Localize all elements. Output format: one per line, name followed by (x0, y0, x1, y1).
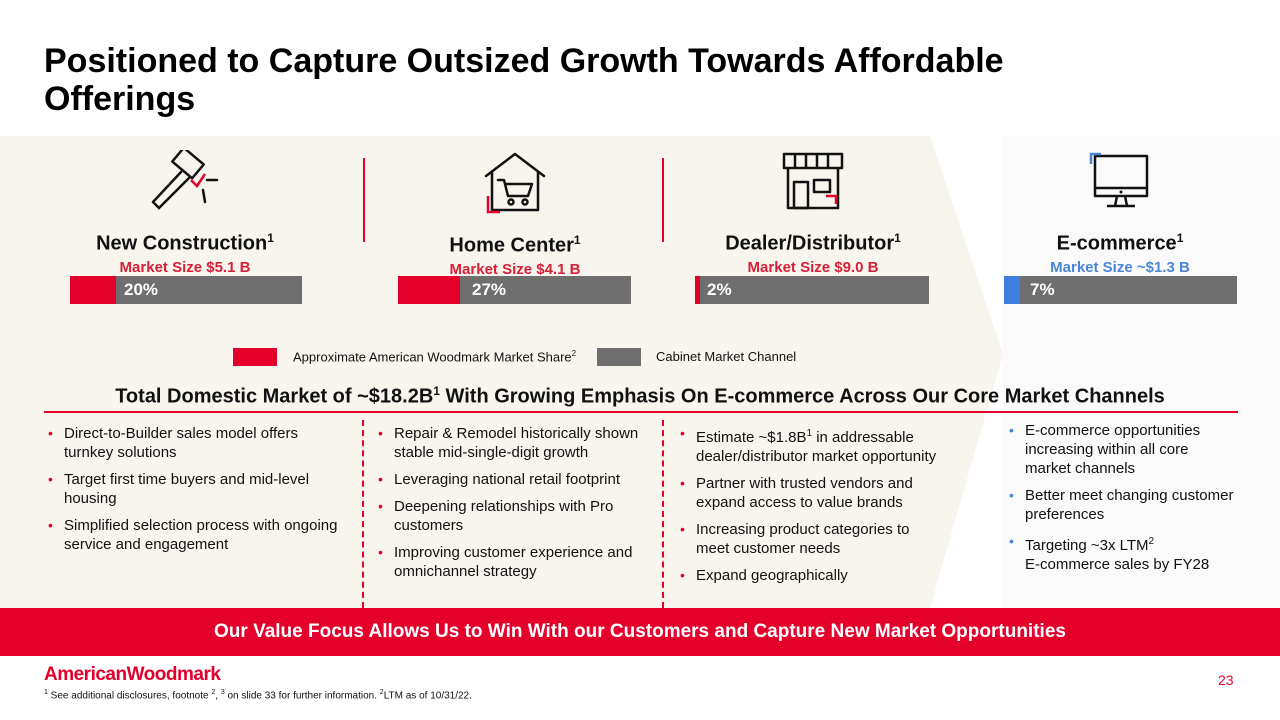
page-title: Positioned to Capture Outsized Growth To… (44, 42, 1004, 118)
house-cart-icon (484, 152, 546, 214)
market-size: Market Size $9.0 B (747, 258, 879, 276)
channel-dealer-distributor: Dealer/Distributor1 Market Size $9.0 B (688, 150, 938, 276)
column-ecommerce: E-commerce opportunities increasing with… (1005, 421, 1235, 582)
column-dealer-distributor: Estimate ~$1.8B1 in addressable dealer/d… (676, 424, 938, 593)
list-item: Better meet changing customer preference… (1005, 486, 1235, 524)
list-item: Estimate ~$1.8B1 in addressable dealer/d… (676, 424, 938, 466)
share-bar-new-construction: 20% (70, 276, 302, 304)
market-size: Market Size ~$1.3 B (1050, 258, 1190, 276)
market-size: Market Size $4.1 B (449, 260, 581, 278)
list-item: Deepening relationships with Pro custome… (374, 497, 659, 535)
list-item: Direct-to-Builder sales model offers tur… (44, 424, 344, 462)
channel-divider (662, 158, 664, 242)
share-fill (695, 276, 700, 304)
channel-name: Dealer/Distributor1 (725, 231, 901, 255)
share-percent: 20% (124, 280, 159, 299)
share-percent: 27% (472, 280, 507, 299)
footnote: 1 See additional disclosures, footnote 2… (44, 689, 472, 702)
legend-label-share: Approximate American Woodmark Market Sha… (293, 349, 577, 365)
page-number: 23 (1218, 672, 1234, 688)
share-fill (398, 276, 460, 304)
list-item: Simplified selection process with ongoin… (44, 516, 344, 554)
list-item: Target first time buyers and mid-level h… (44, 470, 344, 508)
company-logo: AmericanWoodmark (44, 664, 221, 685)
list-item: Expand geographically (676, 566, 938, 585)
monitor-icon (1089, 152, 1149, 208)
share-percent: 2% (707, 280, 732, 299)
share-fill (1004, 276, 1020, 304)
share-bar-home-center: 27% (398, 276, 631, 304)
channel-new-construction: New Construction1 Market Size $5.1 B (60, 150, 310, 276)
legend-swatch-channel (597, 348, 641, 366)
list-item: Improving customer experience and omnich… (374, 543, 659, 581)
channel-name: E-commerce1 (1056, 231, 1184, 255)
share-fill (70, 276, 116, 304)
channel-name: Home Center1 (449, 233, 581, 257)
storefront-icon (782, 152, 844, 210)
section-subhead: Total Domestic Market of ~$18.2B1 With G… (115, 384, 1165, 408)
list-item: Repair & Remodel historically shown stab… (374, 424, 659, 462)
channel-home-center: Home Center1 Market Size $4.1 B (390, 150, 640, 278)
value-banner: Our Value Focus Allows Us to Win With ou… (0, 608, 1280, 656)
column-home-center: Repair & Remodel historically shown stab… (374, 424, 659, 589)
list-item: E-commerce opportunities increasing with… (1005, 421, 1235, 478)
share-bar-dealer-distributor: 2% (695, 276, 929, 304)
column-divider (362, 420, 364, 608)
share-percent: 7% (1030, 280, 1055, 299)
column-divider (662, 420, 664, 608)
column-new-construction: Direct-to-Builder sales model offers tur… (44, 424, 344, 562)
market-size: Market Size $5.1 B (119, 258, 251, 276)
legend-label-channel: Cabinet Market Channel (656, 349, 797, 364)
channel-divider (363, 158, 365, 242)
hammer-icon (151, 150, 219, 210)
share-bar-ecommerce: 7% (1004, 276, 1237, 304)
legend-swatch-share (233, 348, 277, 366)
list-item: Leveraging national retail footprint (374, 470, 659, 489)
list-item: Partner with trusted vendors and expand … (676, 474, 938, 512)
section-rule (44, 411, 1238, 413)
legend: Approximate American Woodmark Market Sha… (233, 348, 833, 366)
list-item: Increasing product categories to meet cu… (676, 520, 938, 558)
channel-name: New Construction1 (96, 231, 274, 255)
channel-ecommerce: E-commerce1 Market Size ~$1.3 B (995, 150, 1245, 276)
